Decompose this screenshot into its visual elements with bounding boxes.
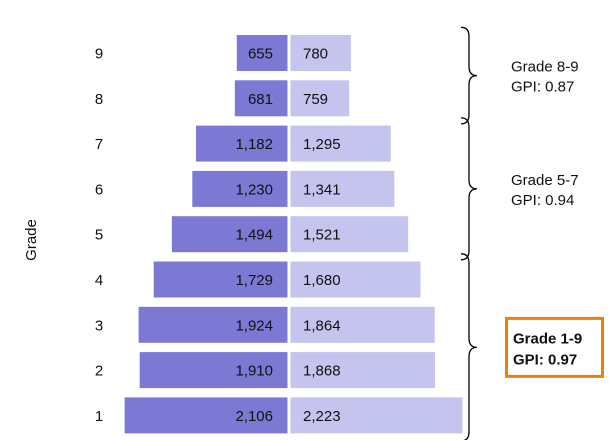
right-value-label-grade-1: 2,223 [303, 408, 341, 425]
grade-tick-label-3: 3 [95, 317, 103, 334]
grade-tick-label-6: 6 [95, 181, 103, 198]
grade-tick-label-5: 5 [95, 227, 103, 244]
left-value-label-grade-9: 655 [248, 46, 273, 63]
right-bar-grade-4 [290, 261, 421, 298]
curly-bracket [460, 26, 478, 125]
annotation-gpi: GPI: 0.87 [511, 79, 574, 96]
right-value-label-grade-4: 1,680 [303, 272, 341, 289]
left-value-label-grade-1: 2,106 [235, 408, 273, 425]
left-bar-grade-5 [171, 216, 288, 253]
grade-tick-labels: 1 2 3 4 5 6 7 8 9 [95, 46, 103, 425]
bars-group: 2,106 2,223 1,910 1,868 1,924 1,864 1,729 1,680… [124, 35, 463, 434]
left-value-label-grade-3: 1,924 [235, 317, 273, 334]
left-value-label-grade-7: 1,182 [235, 136, 273, 153]
grade-tick-label-8: 8 [95, 91, 103, 108]
right-bar-grade-8 [290, 80, 350, 117]
left-bar-grade-9 [236, 35, 288, 71]
right-value-label-grade-8: 759 [303, 91, 328, 108]
left-bar-grade-2 [139, 352, 288, 389]
left-bar-grade-4 [153, 261, 288, 298]
right-value-label-grade-2: 1,868 [303, 363, 341, 380]
annotation-gpi: GPI: 0.94 [511, 192, 574, 209]
grade-tick-label-7: 7 [95, 136, 103, 153]
right-value-label-grade-9: 780 [303, 46, 328, 63]
right-bar-grade-2 [290, 352, 435, 389]
left-value-label-grade-6: 1,230 [235, 181, 273, 198]
y-axis-label: Grade [23, 219, 40, 261]
grade-tick-label-1: 1 [95, 408, 103, 425]
right-value-label-grade-6: 1,341 [303, 181, 341, 198]
right-bar-grade-3 [290, 306, 435, 343]
annotation-title: Grade 5-7 [511, 172, 579, 189]
right-bar-grade-6 [290, 170, 395, 207]
right-bar-grade-7 [290, 125, 391, 162]
left-bar-grade-3 [138, 306, 288, 343]
left-value-label-grade-2: 1,910 [235, 363, 273, 380]
annotation-title: Grade 8-9 [511, 59, 579, 76]
highlight-box [505, 316, 604, 378]
left-bar-grade-7 [196, 125, 288, 162]
right-bar-grade-9 [290, 35, 351, 71]
annotation-grade-8-9: Grade 8-9 GPI: 0.87 [460, 26, 579, 125]
curly-bracket [460, 253, 478, 440]
annotation-grade-5-7: Grade 5-7 GPI: 0.94 [460, 117, 579, 261]
annotation-grade-1-9: Grade 1-9 GPI: 0.97 [505, 316, 604, 378]
left-value-label-grade-5: 1,494 [235, 227, 273, 244]
right-bar-grade-1 [290, 397, 463, 434]
grade-tick-label-2: 2 [95, 363, 103, 380]
grade-tick-label-4: 4 [95, 272, 103, 289]
left-value-label-grade-4: 1,729 [235, 272, 273, 289]
right-value-label-grade-3: 1,864 [303, 317, 341, 334]
left-bar-grade-1 [124, 397, 288, 434]
left-bar-grade-8 [234, 80, 288, 117]
grade-tick-label-9: 9 [95, 46, 103, 63]
right-bar-grade-5 [290, 216, 409, 253]
right-value-label-grade-5: 1,521 [303, 227, 341, 244]
highlight-title: Grade 1-9 [513, 330, 582, 347]
left-value-label-grade-8: 681 [248, 91, 273, 108]
right-value-label-grade-7: 1,295 [303, 136, 341, 153]
highlight-gpi: GPI: 0.97 [513, 351, 577, 368]
curly-bracket [460, 117, 478, 261]
left-bar-grade-6 [192, 170, 288, 207]
